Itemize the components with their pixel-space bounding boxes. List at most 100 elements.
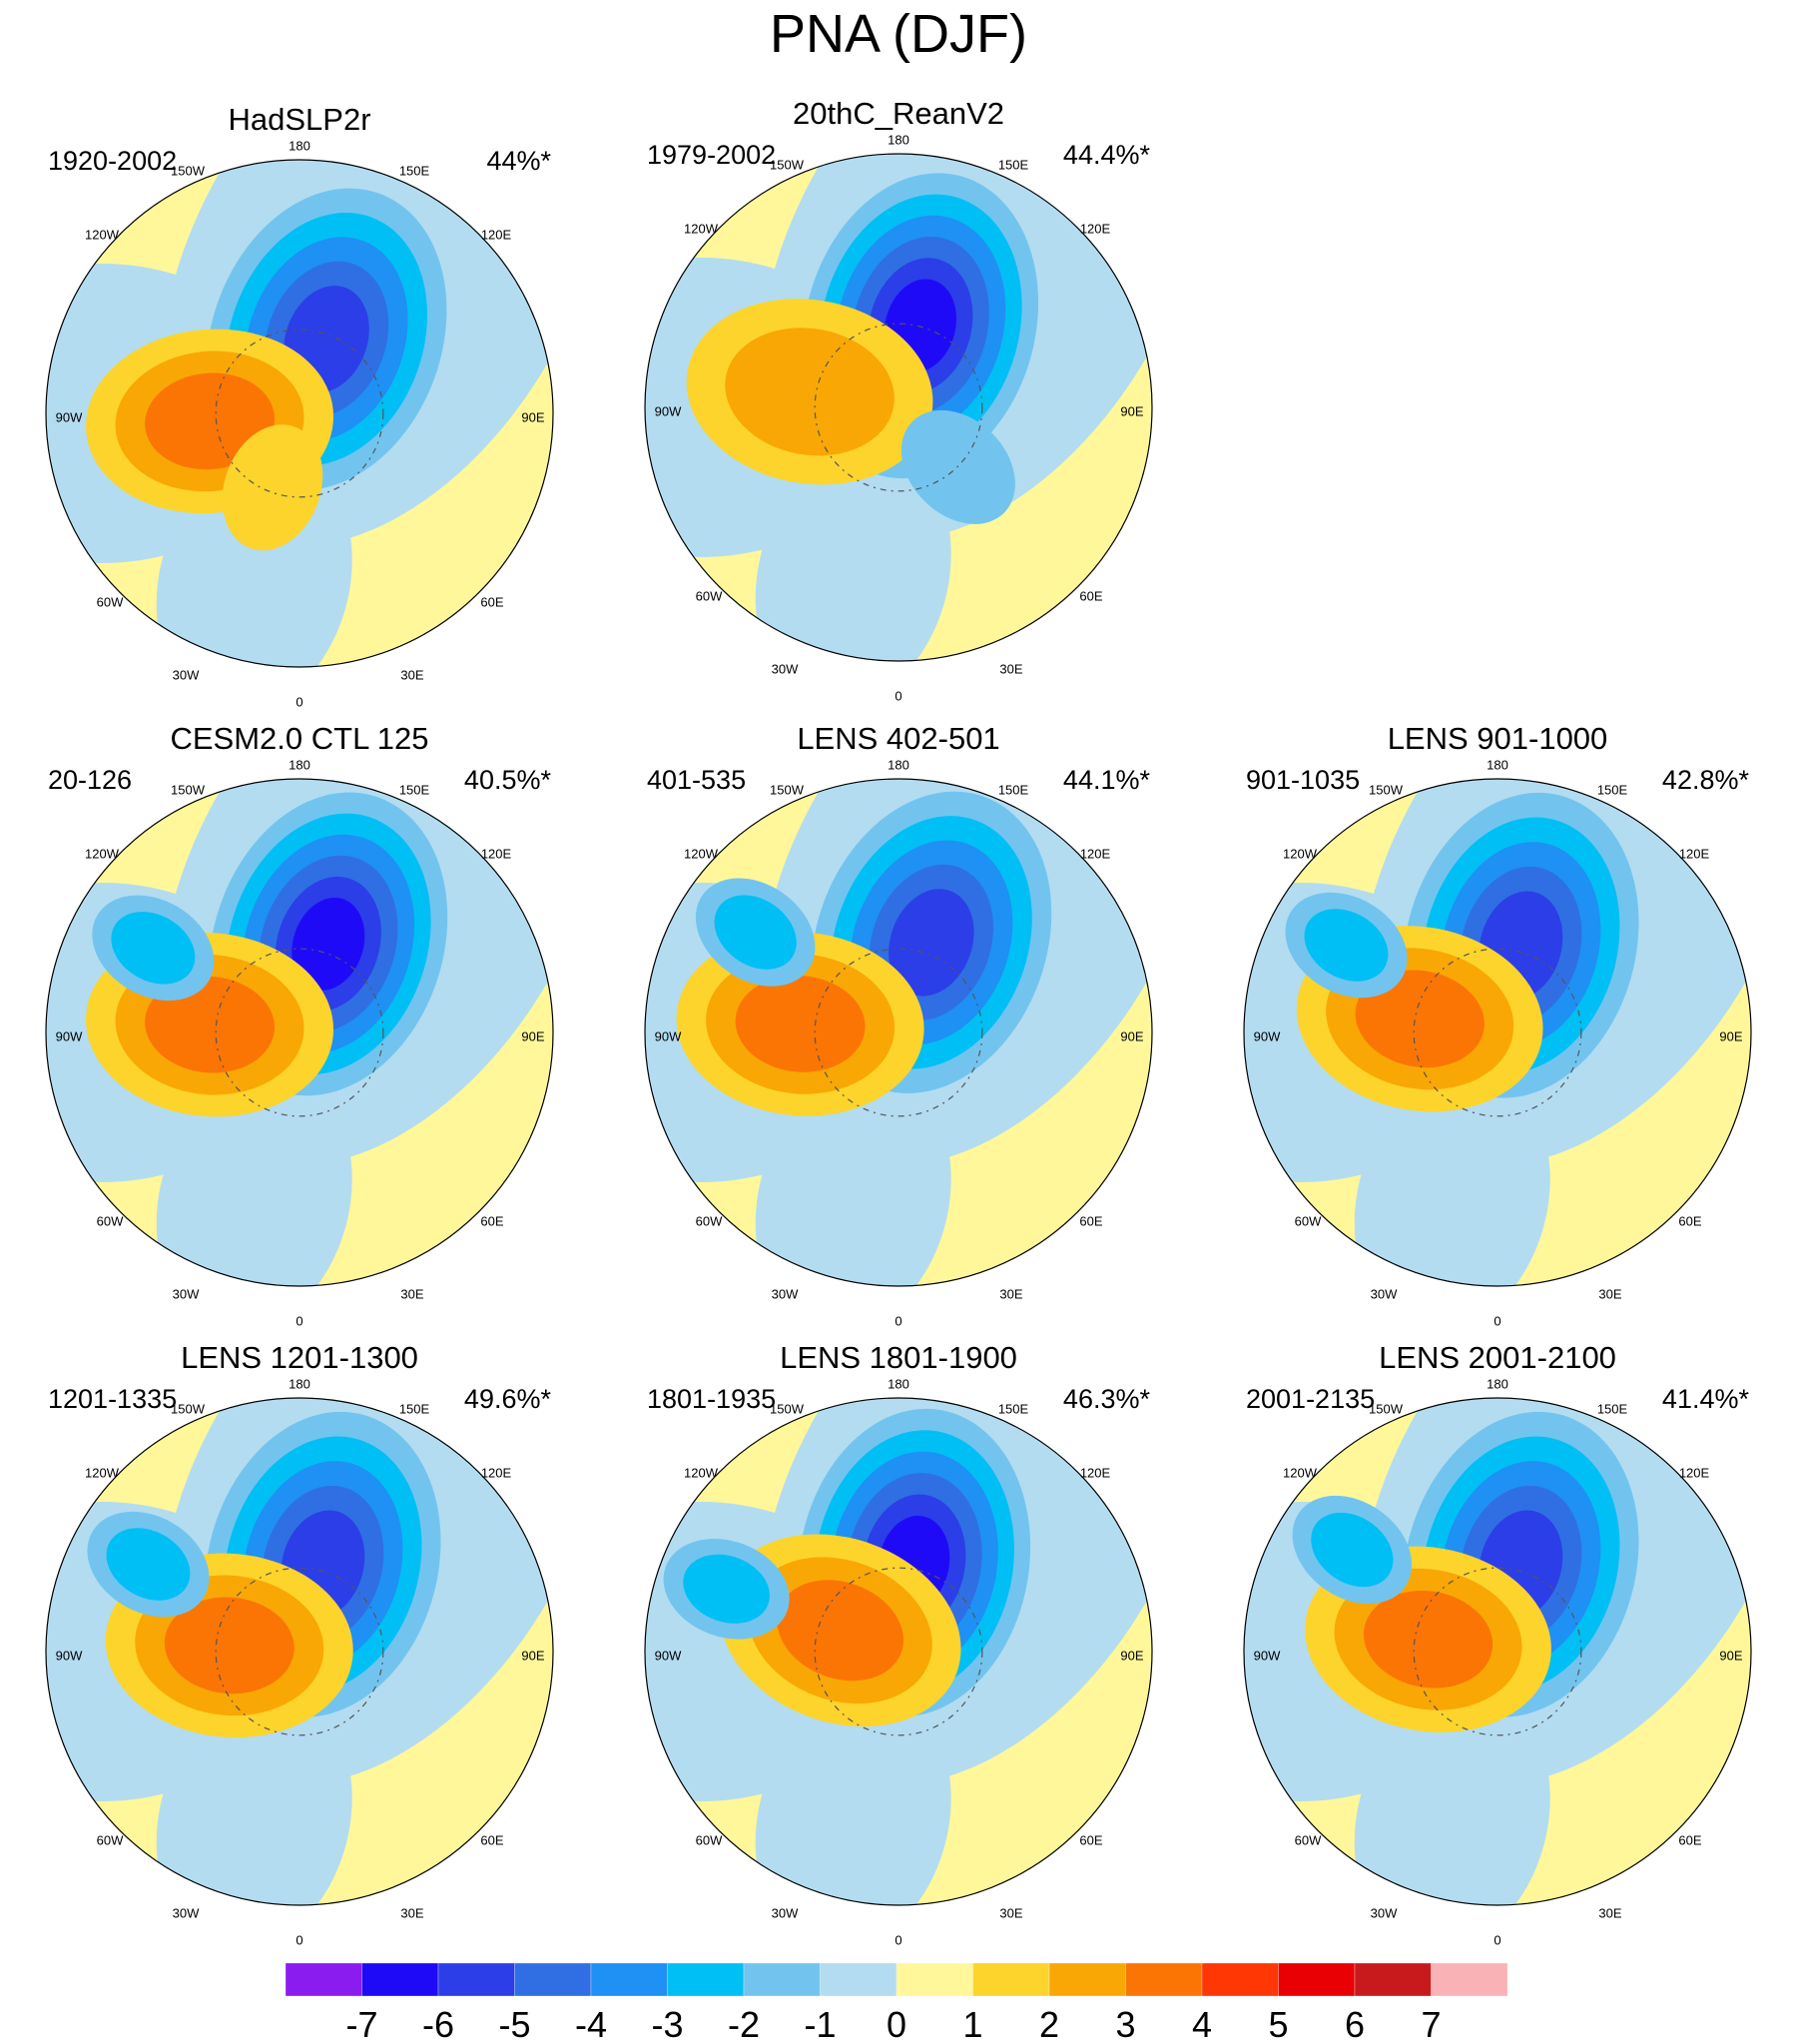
panel-period: 1979-2002 [647, 140, 777, 170]
map-panel-lens-901-1000: 180 150E 120E 90E 60E 30E 0 30W 60W 90W 120W 150W L… [1198, 719, 1797, 1343]
longitude-label: 120E [1080, 221, 1111, 236]
longitude-label: 180 [289, 757, 310, 772]
secondary-center-level--2 [111, 912, 196, 985]
longitude-label: 150W [1369, 782, 1404, 797]
longitude-label: 120E [481, 846, 512, 861]
longitude-label: 150E [998, 782, 1029, 797]
polar-map: 180 150E 120E 90E 60E 30E 0 30W 60W 90W 120W 150W [45, 138, 554, 709]
panel-title: LENS 1201-1300 [181, 1340, 418, 1375]
map-panel-lens-1801-1900: 180 150E 120E 90E 60E 30E 0 30W 60W 90W 120W 150W L… [599, 1338, 1198, 1962]
longitude-label: 120W [85, 1465, 120, 1480]
colorbar-swatch [437, 1963, 515, 1997]
colorbar-tick-label: -5 [498, 2004, 530, 2044]
longitude-label: 60E [1678, 1832, 1701, 1847]
longitude-label: 60E [1678, 1213, 1701, 1228]
longitude-label: 0 [895, 688, 901, 703]
longitude-label: 150E [998, 157, 1029, 172]
longitude-label: 60E [480, 594, 503, 609]
negative-region-atlantic [1354, 1070, 1550, 1286]
longitude-label: 30W [772, 661, 799, 676]
high-center-level-3 [1363, 1590, 1494, 1689]
panel-title: 20thC_ReanV2 [793, 96, 1004, 131]
map-panel-20thc-reanv2: 180 150E 120E 90E 60E 30E 0 30W 60W 90W 120W 150W 2… [599, 94, 1198, 718]
arctic-coastline [215, 948, 384, 1117]
high-center-level-3 [145, 372, 275, 470]
high-center-level-3 [777, 1580, 903, 1682]
longitude-label: 90E [521, 1648, 544, 1663]
map-panel-lens-402-501: 180 150E 120E 90E 60E 30E 0 30W 60W 90W 120W 150W L… [599, 719, 1198, 1343]
longitude-label: 120E [481, 1465, 512, 1480]
colorbar-swatch [361, 1963, 439, 1997]
longitude-label: 90W [56, 1648, 83, 1663]
colorbar-swatch [972, 1963, 1050, 1997]
colorbar-swatch [1201, 1963, 1279, 1997]
longitude-label: 30W [173, 667, 200, 682]
longitude-label: 30W [772, 1905, 799, 1920]
longitude-label: 150W [171, 782, 206, 797]
colorbar-swatch [1354, 1963, 1432, 1997]
longitude-label: 180 [888, 757, 909, 772]
colorbar-tick-label: 4 [1192, 2004, 1212, 2044]
longitude-label: 30E [999, 1905, 1022, 1920]
colorbar-tick-label: -6 [422, 2004, 454, 2044]
longitude-label: 150E [1597, 782, 1628, 797]
map-panel-hadslp2r: 180 150E 120E 90E 60E 30E 0 30W 60W 90W 120W 150W H… [0, 100, 599, 724]
low-center-level--6 [292, 898, 365, 991]
longitude-label: 90E [1719, 1028, 1742, 1043]
polar-map: 180 150E 120E 90E 60E 30E 0 30W 60W 90W 120W 150W [644, 132, 1153, 703]
longitude-label: 0 [296, 694, 302, 709]
colorbar-swatch [1431, 1963, 1508, 1997]
colorbar-swatch [1048, 1963, 1126, 1997]
panel-variance: 46.3%* [1062, 1384, 1150, 1414]
longitude-label: 150E [399, 782, 430, 797]
panel-title: LENS 2001-2100 [1379, 1340, 1616, 1375]
longitude-label: 90W [655, 403, 682, 418]
longitude-label: 120W [684, 846, 719, 861]
longitude-label: 30E [999, 661, 1022, 676]
arctic-coastline [215, 329, 384, 498]
panel-variance: 49.6%* [463, 1384, 551, 1414]
polar-map: 180 150E 120E 90E 60E 30E 0 30W 60W 90W 120W 150W [45, 757, 554, 1328]
high-center-level-3 [145, 976, 275, 1073]
map-boundary [45, 778, 554, 1287]
longitude-label: 60E [480, 1213, 503, 1228]
colorbar-tick-label: -7 [345, 2004, 377, 2044]
longitude-label: 60W [696, 588, 723, 603]
colorbar-swatch [1278, 1963, 1356, 1997]
panel-period: 401-535 [647, 765, 747, 795]
colorbar-tick-label: 7 [1421, 2004, 1441, 2044]
secondary-center-level--2 [714, 895, 797, 970]
colorbar-swatch [1125, 1963, 1203, 1997]
polar-map: 180 150E 120E 90E 60E 30E 0 30W 60W 90W 120W 150W [644, 757, 1153, 1328]
longitude-label: 120E [1080, 1465, 1111, 1480]
longitude-label: 150E [399, 1401, 430, 1416]
longitude-label: 120E [1679, 846, 1710, 861]
longitude-label: 90W [655, 1648, 682, 1663]
colorbar-swatch [896, 1963, 973, 1997]
longitude-label: 150E [1597, 1401, 1628, 1416]
longitude-label: 0 [296, 1313, 302, 1328]
secondary-center-level--2 [1311, 1512, 1394, 1588]
longitude-label: 60E [1079, 1832, 1102, 1847]
arctic-coastline [215, 1567, 384, 1736]
longitude-label: 90E [1120, 1028, 1143, 1043]
longitude-label: 120W [684, 221, 719, 236]
colorbar-tick-label: 1 [962, 2004, 982, 2044]
longitude-label: 180 [888, 1376, 909, 1391]
longitude-label: 60E [480, 1832, 503, 1847]
longitude-label: 120E [481, 227, 512, 242]
longitude-label: 30W [173, 1905, 200, 1920]
colorbar: -7 -6 -5 -4 -3 -2 -1 0 1 2 3 4 5 6 7 [286, 1963, 1508, 2044]
secondary-center-level--2 [1304, 909, 1389, 982]
longitude-label: 60W [97, 1832, 124, 1847]
colorbar-tick-label: 5 [1268, 2004, 1288, 2044]
longitude-label: 60W [696, 1213, 723, 1228]
longitude-label: 120W [684, 1465, 719, 1480]
arctic-coastline [1413, 948, 1582, 1117]
longitude-label: 150W [171, 163, 206, 178]
longitude-label: 180 [1487, 1376, 1508, 1391]
longitude-label: 30E [400, 1286, 423, 1301]
high-center-level-3 [735, 976, 866, 1072]
longitude-label: 150W [770, 782, 805, 797]
longitude-label: 30E [1598, 1905, 1621, 1920]
